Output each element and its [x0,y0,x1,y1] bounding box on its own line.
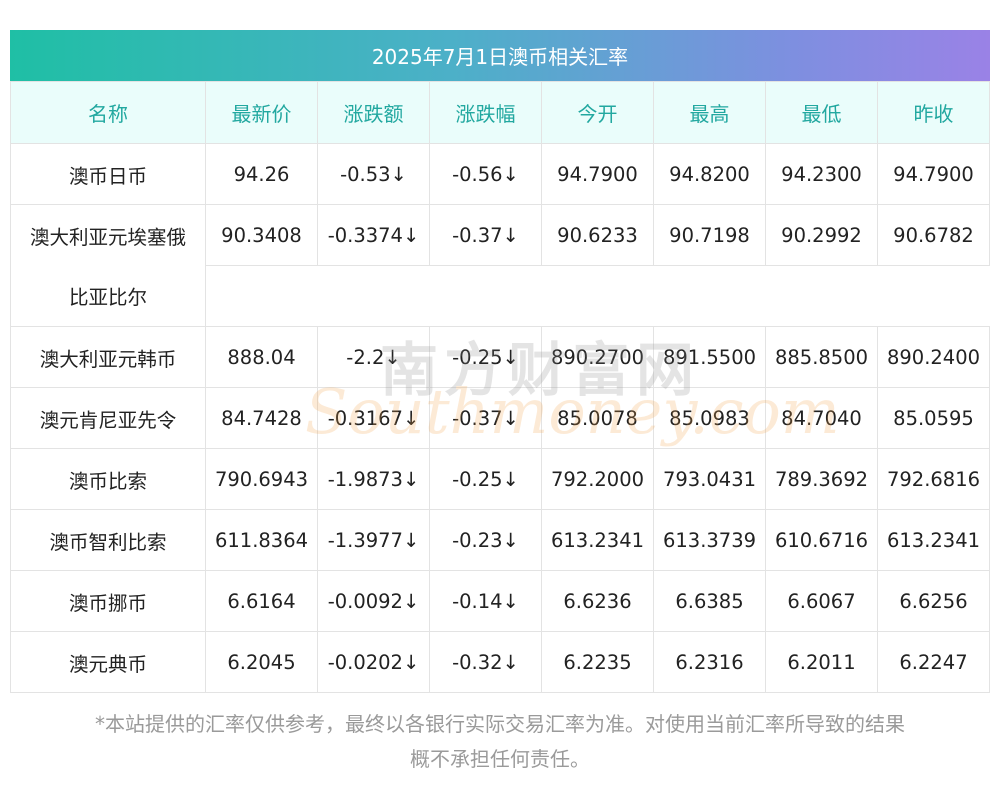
currency-pair-name: 澳币挪币 [10,570,206,632]
low-price: 610.6716 [765,509,878,571]
table-row: 澳大利亚元埃塞俄 90.3408 -0.3374↓ -0.37↓ 90.6233… [10,204,990,266]
open-price: 6.2235 [541,631,654,693]
column-header-name: 名称 [10,81,206,144]
prev-close: 792.6816 [877,448,990,510]
latest-price: 790.6943 [205,448,318,510]
empty-continuation-cell [205,265,990,327]
high-price: 6.2316 [653,631,766,693]
prev-close: 85.0595 [877,387,990,449]
low-price: 885.8500 [765,326,878,388]
high-price: 90.7198 [653,204,766,266]
change-amount: -0.0092↓ [317,570,430,632]
change-percent: -0.23↓ [429,509,542,571]
column-header-latest: 最新价 [205,81,318,144]
exchange-rate-table: 名称 最新价 涨跌额 涨跌幅 今开 最高 最低 昨收 澳币日币 94.26 -0… [10,81,990,693]
high-price: 793.0431 [653,448,766,510]
latest-price: 90.3408 [205,204,318,266]
column-header-prev-close: 昨收 [877,81,990,144]
disclaimer: *本站提供的汇率仅供参考，最终以各银行实际交易汇率为准。对使用当前汇率所导致的结… [10,707,990,777]
latest-price: 6.2045 [205,631,318,693]
change-percent: -0.25↓ [429,326,542,388]
change-amount: -2.2↓ [317,326,430,388]
currency-pair-name: 澳元典币 [10,631,206,693]
change-amount: -0.0202↓ [317,631,430,693]
prev-close: 890.2400 [877,326,990,388]
currency-pair-name: 澳元肯尼亚先令 [10,387,206,449]
disclaimer-line-1: *本站提供的汇率仅供参考，最终以各银行实际交易汇率为准。对使用当前汇率所导致的结… [95,712,905,736]
change-amount: -1.3977↓ [317,509,430,571]
low-price: 94.2300 [765,143,878,205]
table-row: 澳币智利比索 611.8364 -1.3977↓ -0.23↓ 613.2341… [10,509,990,571]
latest-price: 888.04 [205,326,318,388]
change-percent: -0.32↓ [429,631,542,693]
column-header-change: 涨跌额 [317,81,430,144]
high-price: 85.0983 [653,387,766,449]
change-amount: -0.3374↓ [317,204,430,266]
latest-price: 84.7428 [205,387,318,449]
high-price: 891.5500 [653,326,766,388]
open-price: 94.7900 [541,143,654,205]
high-price: 94.8200 [653,143,766,205]
currency-pair-name: 澳大利亚元韩币 [10,326,206,388]
open-price: 85.0078 [541,387,654,449]
column-header-open: 今开 [541,81,654,144]
table-row: 澳币挪币 6.6164 -0.0092↓ -0.14↓ 6.6236 6.638… [10,570,990,632]
change-amount: -0.3167↓ [317,387,430,449]
change-percent: -0.14↓ [429,570,542,632]
high-price: 613.3739 [653,509,766,571]
change-percent: -0.37↓ [429,204,542,266]
column-header-change-pct: 涨跌幅 [429,81,542,144]
table-row-continuation: 比亚比尔 [10,265,990,327]
change-percent: -0.56↓ [429,143,542,205]
table-row: 澳币日币 94.26 -0.53↓ -0.56↓ 94.7900 94.8200… [10,143,990,205]
latest-price: 6.6164 [205,570,318,632]
open-price: 90.6233 [541,204,654,266]
currency-pair-name: 澳币智利比索 [10,509,206,571]
table-title: 2025年7月1日澳币相关汇率 [10,30,990,81]
low-price: 789.3692 [765,448,878,510]
open-price: 613.2341 [541,509,654,571]
low-price: 6.6067 [765,570,878,632]
prev-close: 90.6782 [877,204,990,266]
prev-close: 6.2247 [877,631,990,693]
change-percent: -0.37↓ [429,387,542,449]
column-header-high: 最高 [653,81,766,144]
currency-pair-name-continued: 比亚比尔 [10,265,206,327]
high-price: 6.6385 [653,570,766,632]
currency-pair-name: 澳币比索 [10,448,206,510]
latest-price: 94.26 [205,143,318,205]
change-amount: -0.53↓ [317,143,430,205]
low-price: 6.2011 [765,631,878,693]
prev-close: 94.7900 [877,143,990,205]
column-header-low: 最低 [765,81,878,144]
disclaimer-line-2: 概不承担任何责任。 [410,747,590,771]
prev-close: 6.6256 [877,570,990,632]
low-price: 84.7040 [765,387,878,449]
latest-price: 611.8364 [205,509,318,571]
table-row: 澳元典币 6.2045 -0.0202↓ -0.32↓ 6.2235 6.231… [10,631,990,693]
change-percent: -0.25↓ [429,448,542,510]
open-price: 792.2000 [541,448,654,510]
open-price: 6.6236 [541,570,654,632]
open-price: 890.2700 [541,326,654,388]
table-row: 澳币比索 790.6943 -1.9873↓ -0.25↓ 792.2000 7… [10,448,990,510]
prev-close: 613.2341 [877,509,990,571]
change-amount: -1.9873↓ [317,448,430,510]
currency-pair-name: 澳币日币 [10,143,206,205]
low-price: 90.2992 [765,204,878,266]
table-row: 澳大利亚元韩币 888.04 -2.2↓ -0.25↓ 890.2700 891… [10,326,990,388]
currency-pair-name: 澳大利亚元埃塞俄 [10,204,206,266]
table-row: 澳元肯尼亚先令 84.7428 -0.3167↓ -0.37↓ 85.0078 … [10,387,990,449]
header-row: 名称 最新价 涨跌额 涨跌幅 今开 最高 最低 昨收 [10,81,990,144]
